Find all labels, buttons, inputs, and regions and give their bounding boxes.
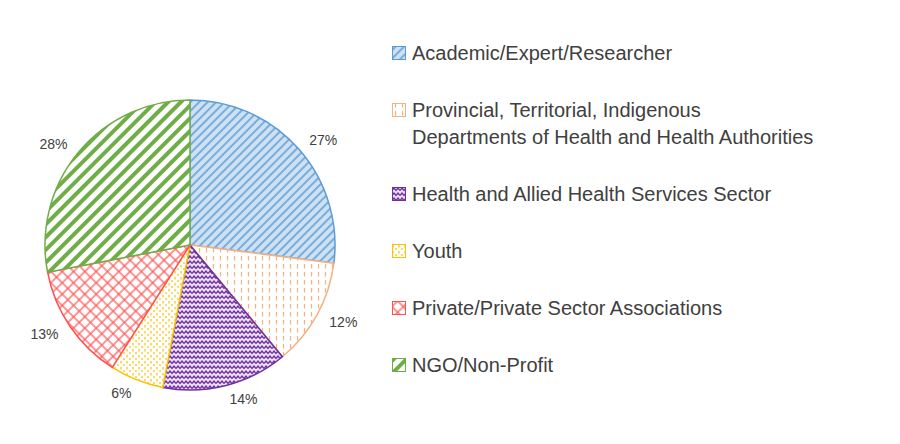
- svg-text:6%: 6%: [111, 385, 131, 401]
- html-text:Provincial, Territorial, Indig: Provincial, Territorial, Indigenous Depa…: [412, 99, 814, 148]
- svg-text:12%: 12%: [329, 314, 357, 330]
- html-text:Private/Private Sector Associa: Private/Private Sector Associations: [412, 297, 723, 319]
- svg-text:27%: 27%: [309, 132, 337, 148]
- svg-text:13%: 13%: [30, 326, 58, 342]
- html-text:NGO/Non-Profit: NGO/Non-Profit: [412, 354, 554, 376]
- html-text:Health and Allied Health Servi: Health and Allied Health Services Sector: [412, 183, 772, 205]
- html-text:Academic/Expert/Researcher: Academic/Expert/Researcher: [412, 42, 673, 64]
- svg-text:14%: 14%: [230, 391, 258, 407]
- svg-text:28%: 28%: [39, 136, 67, 152]
- html-text:Youth: Youth: [412, 240, 463, 262]
